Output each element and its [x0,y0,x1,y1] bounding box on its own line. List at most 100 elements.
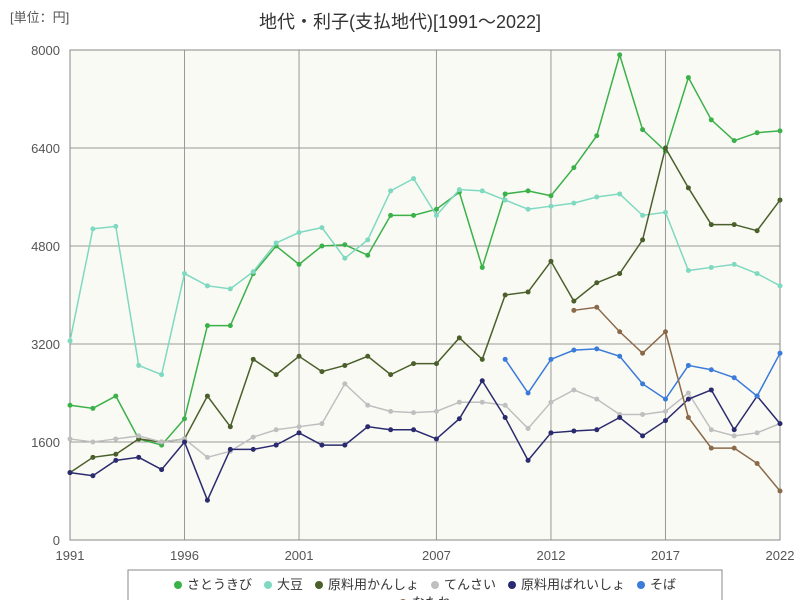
data-point [571,308,576,313]
data-point [503,198,508,203]
data-point [526,207,531,212]
data-point [640,433,645,438]
data-point [319,369,324,374]
data-point [297,262,302,267]
data-point [297,354,302,359]
data-point [480,357,485,362]
legend-marker [431,581,439,589]
data-point [68,403,73,408]
data-point [457,416,462,421]
data-point [251,447,256,452]
data-point [411,213,416,218]
data-point [617,191,622,196]
data-point [297,230,302,235]
data-point [594,195,599,200]
x-tick-label: 1996 [170,548,199,563]
data-point [342,381,347,386]
data-point [503,191,508,196]
data-point [755,461,760,466]
data-point [709,446,714,451]
data-point [90,455,95,460]
data-point [319,443,324,448]
data-point [434,207,439,212]
legend-label: てんさい [444,577,496,592]
data-point [113,458,118,463]
data-point [594,397,599,402]
data-point [205,455,210,460]
unit-label: [単位：円] [10,10,69,25]
data-point [159,372,164,377]
data-point [251,357,256,362]
data-point [526,391,531,396]
data-point [617,415,622,420]
data-point [663,210,668,215]
data-point [365,253,370,258]
x-tick-label: 1991 [56,548,85,563]
data-point [663,146,668,151]
data-point [755,394,760,399]
data-point [732,446,737,451]
data-point [457,400,462,405]
data-point [480,265,485,270]
data-point [732,138,737,143]
data-point [205,323,210,328]
data-point [182,271,187,276]
data-point [663,409,668,414]
data-point [755,430,760,435]
data-point [159,440,164,445]
legend-label: 原料用かんしょ [328,577,419,592]
data-point [526,289,531,294]
data-point [365,237,370,242]
data-point [709,367,714,372]
data-point [640,412,645,417]
data-point [342,443,347,448]
data-point [411,410,416,415]
data-point [548,193,553,198]
data-point [571,387,576,392]
data-point [778,128,783,133]
data-point [365,424,370,429]
data-point [709,265,714,270]
data-point [526,458,531,463]
data-point [388,409,393,414]
data-point [319,244,324,249]
data-point [732,427,737,432]
data-point [571,299,576,304]
x-tick-label: 2007 [422,548,451,563]
data-point [480,378,485,383]
data-point [732,262,737,267]
data-point [640,127,645,132]
data-point [617,271,622,276]
data-point [732,433,737,438]
data-point [457,335,462,340]
data-point [90,406,95,411]
data-point [571,348,576,353]
legend-label: 原料用ばれいしょ [521,577,625,592]
data-point [182,416,187,421]
data-point [274,443,279,448]
legend-label: 大豆 [277,577,303,592]
data-point [732,375,737,380]
data-point [205,394,210,399]
data-point [686,268,691,273]
data-point [90,226,95,231]
data-point [365,354,370,359]
data-point [113,224,118,229]
data-point [526,426,531,431]
data-point [503,415,508,420]
y-tick-label: 3200 [31,337,60,352]
data-point [594,346,599,351]
data-point [686,391,691,396]
data-point [342,256,347,261]
data-point [365,403,370,408]
legend-label: そば [650,577,676,592]
data-point [686,363,691,368]
data-point [594,305,599,310]
data-point [228,323,233,328]
data-point [732,222,737,227]
data-point [778,421,783,426]
data-point [68,338,73,343]
data-point [297,430,302,435]
data-point [434,436,439,441]
data-point [617,52,622,57]
